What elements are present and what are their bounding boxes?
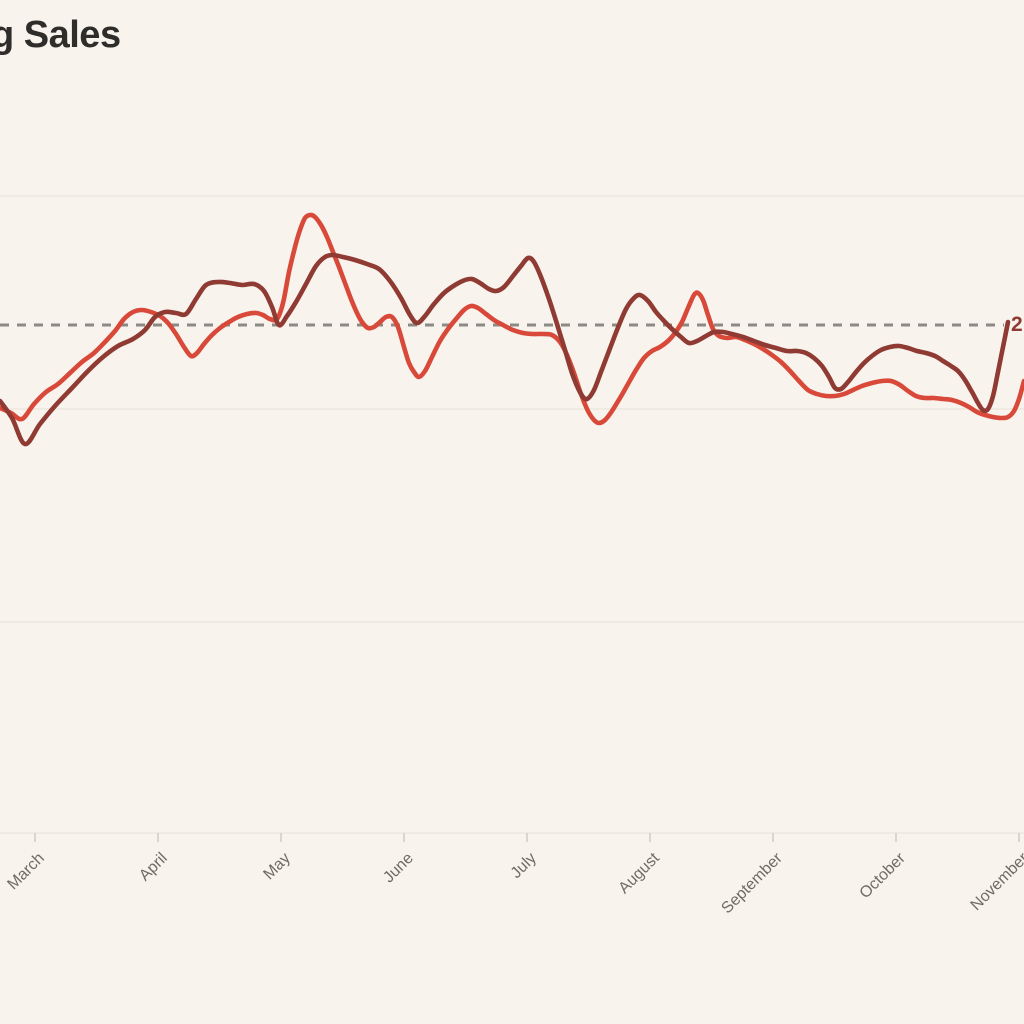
x-axis-label: April [136,850,171,885]
x-axis-label: July [508,850,540,882]
x-axis-label: October [857,849,910,902]
x-axis-label: November [968,849,1024,914]
x-axis-label: August [616,849,664,897]
reference-end-label: 2 [1011,313,1023,336]
x-axis-label: June [380,850,417,887]
dark-red-series-line [0,252,1011,447]
x-axis-label: May [260,850,293,883]
chart-title: g Sales [0,14,121,56]
bright-red-series-line [0,212,1024,426]
x-axis-label: September [718,849,786,917]
x-axis-label: March [4,850,47,893]
